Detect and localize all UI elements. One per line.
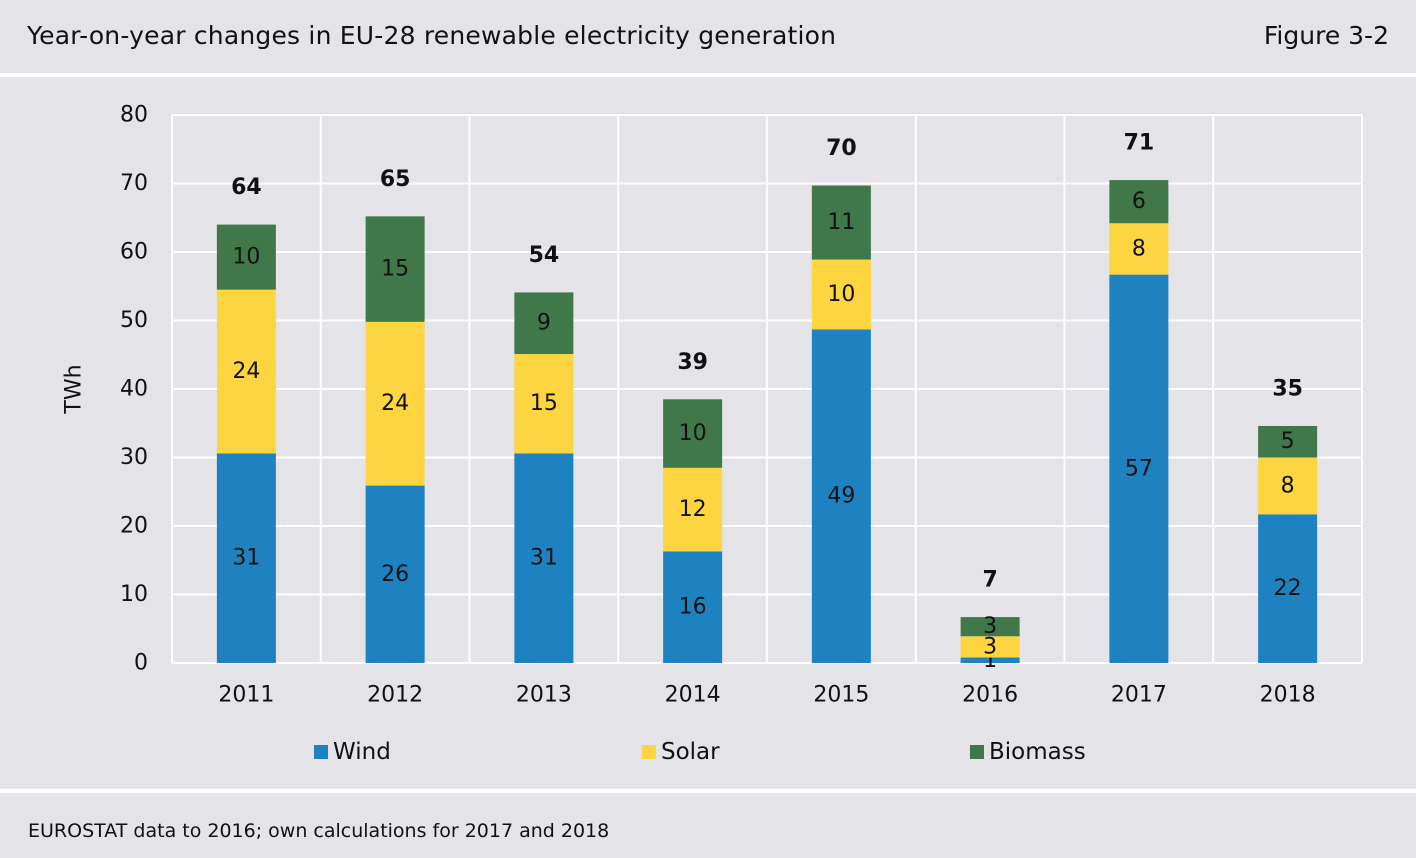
x-tick-label: 2016 <box>962 683 1018 708</box>
y-tick-label: 50 <box>120 308 148 333</box>
data-label-biomass: 15 <box>381 257 409 282</box>
total-label: 71 <box>1124 131 1155 156</box>
bar-wind <box>365 485 425 663</box>
stacked-bar-chart: 01020304050607080TWh31241064201126241565… <box>62 103 1363 765</box>
y-tick-label: 0 <box>134 651 148 676</box>
legend-label-wind: Wind <box>333 739 391 765</box>
figure-label: Figure 3-2 <box>1263 21 1389 50</box>
data-label-solar: 24 <box>232 359 260 384</box>
bar-wind <box>1109 274 1169 663</box>
bar-solar <box>1258 457 1318 515</box>
header: Year-on-year changes in EU-28 renewable … <box>0 0 1416 74</box>
x-tick-label: 2018 <box>1260 683 1316 708</box>
bar-biomass <box>811 185 871 260</box>
y-tick-label: 70 <box>120 171 148 196</box>
data-label-solar: 15 <box>530 391 558 416</box>
bar-biomass <box>1258 425 1318 458</box>
data-label-wind: 22 <box>1274 576 1302 601</box>
data-label-biomass: 10 <box>232 245 260 270</box>
legend-label-solar: Solar <box>661 739 720 765</box>
legend-label-biomass: Biomass <box>989 739 1086 765</box>
top-divider <box>0 73 1416 77</box>
bar-solar <box>663 467 723 552</box>
data-label-biomass: 11 <box>827 210 855 235</box>
data-label-solar: 8 <box>1281 473 1295 498</box>
y-tick-label: 30 <box>120 445 148 470</box>
bar-solar <box>960 636 1020 658</box>
data-label-solar: 8 <box>1132 236 1146 261</box>
chart-title: Year-on-year changes in EU-28 renewable … <box>27 21 837 50</box>
x-tick-label: 2015 <box>813 683 869 708</box>
bottom-divider <box>0 789 1416 793</box>
total-label: 35 <box>1272 376 1303 401</box>
y-tick-label: 10 <box>120 582 148 607</box>
bar-wind <box>514 453 574 663</box>
x-tick-label: 2014 <box>665 683 721 708</box>
data-label-wind: 31 <box>530 546 558 571</box>
data-label-solar: 24 <box>381 391 409 416</box>
x-tick-label: 2012 <box>367 683 423 708</box>
y-axis-label: TWh <box>62 364 87 414</box>
bar-biomass <box>216 224 276 290</box>
data-label-wind: 31 <box>232 546 260 571</box>
y-tick-label: 40 <box>120 377 148 402</box>
data-label-biomass: 5 <box>1281 429 1295 454</box>
source-note: EUROSTAT data to 2016; own calculations … <box>28 820 610 842</box>
bar-biomass <box>960 617 1020 637</box>
total-label: 70 <box>826 136 857 161</box>
data-label-wind: 57 <box>1125 456 1153 481</box>
total-label: 65 <box>380 167 411 192</box>
data-label-wind: 49 <box>827 484 855 509</box>
bar-solar <box>514 354 574 454</box>
data-label-solar: 12 <box>679 497 707 522</box>
data-label-biomass: 6 <box>1132 189 1146 214</box>
bar-wind <box>1258 514 1318 663</box>
data-label-solar: 3 <box>983 634 997 659</box>
y-tick-label: 60 <box>120 240 148 265</box>
bar-solar <box>1109 223 1169 275</box>
total-label: 7 <box>982 568 997 593</box>
bar-solar <box>365 321 425 486</box>
total-label: 64 <box>231 175 262 200</box>
bar-biomass <box>514 292 574 355</box>
data-label-biomass: 10 <box>679 421 707 446</box>
x-tick-label: 2011 <box>218 683 274 708</box>
bar-solar <box>811 259 871 330</box>
x-tick-label: 2013 <box>516 683 572 708</box>
bar-solar <box>216 289 276 454</box>
bar-wind <box>811 329 871 663</box>
bar-wind <box>663 551 723 663</box>
data-label-wind: 26 <box>381 562 409 587</box>
data-label-biomass: 3 <box>983 614 997 639</box>
bar-biomass <box>1109 180 1169 224</box>
data-label-wind: 16 <box>679 595 707 620</box>
legend-swatch-solar <box>642 745 656 759</box>
legend-swatch-biomass <box>970 745 984 759</box>
y-tick-label: 80 <box>120 103 148 128</box>
legend-swatch-wind <box>314 745 328 759</box>
data-label-biomass: 9 <box>537 311 551 336</box>
bar-wind <box>960 657 1020 663</box>
total-label: 39 <box>677 350 708 375</box>
bar-biomass <box>663 399 723 468</box>
bar-wind <box>216 453 276 663</box>
y-tick-label: 20 <box>120 514 148 539</box>
bar-biomass <box>365 216 425 322</box>
total-label: 54 <box>529 243 560 268</box>
x-tick-label: 2017 <box>1111 683 1167 708</box>
data-label-solar: 10 <box>827 282 855 307</box>
